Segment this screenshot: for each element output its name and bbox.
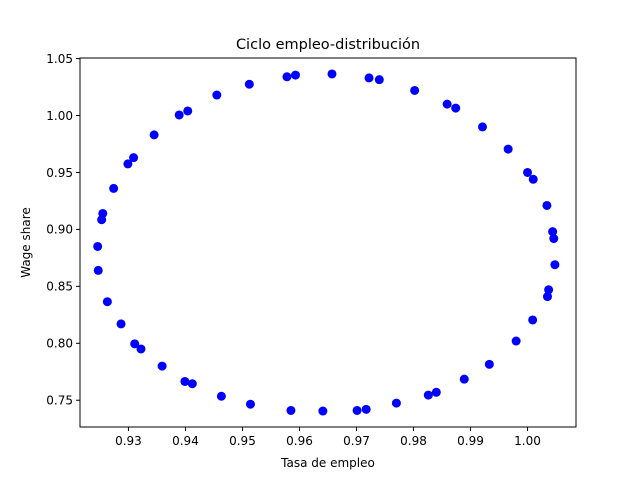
data-point	[364, 73, 374, 83]
data-point	[129, 153, 139, 163]
x-axis-label: Tasa de empleo	[280, 456, 375, 470]
y-tick-label: 0.80	[46, 337, 73, 351]
data-point	[130, 339, 140, 349]
data-point	[542, 200, 552, 210]
data-point	[442, 99, 452, 109]
data-point	[528, 174, 538, 184]
data-point	[423, 390, 433, 400]
data-point	[544, 285, 554, 295]
data-point	[291, 70, 300, 80]
data-point	[549, 234, 559, 244]
data-point	[484, 359, 494, 369]
x-tick-label: 0.97	[343, 434, 370, 448]
data-point	[523, 167, 533, 177]
data-point	[318, 406, 328, 416]
data-point	[361, 404, 371, 414]
x-tick-label: 0.94	[172, 434, 199, 448]
data-point	[391, 398, 401, 408]
data-point	[149, 130, 159, 140]
plot-area	[80, 58, 576, 427]
y-axis-label: Wage share	[19, 207, 33, 278]
plot-frame	[79, 57, 577, 428]
data-point	[180, 376, 190, 386]
data-point	[216, 391, 226, 401]
data-point	[511, 336, 521, 346]
data-points	[93, 69, 560, 416]
data-point	[327, 69, 337, 79]
data-point	[183, 106, 193, 116]
data-point	[245, 399, 255, 409]
y-tick-label: 0.75	[46, 394, 73, 408]
data-point	[212, 90, 222, 100]
data-point	[102, 297, 112, 307]
data-point	[431, 387, 441, 397]
x-tick-label: 0.96	[286, 434, 313, 448]
x-tick-label: 0.95	[229, 434, 256, 448]
data-point	[187, 379, 197, 389]
data-point	[109, 183, 119, 193]
data-point	[528, 315, 538, 325]
x-tick-label: 1.00	[514, 434, 541, 448]
y-tick-label: 0.85	[46, 280, 73, 294]
data-point	[136, 344, 146, 354]
data-point	[286, 405, 296, 415]
x-tick-label: 0.98	[400, 434, 427, 448]
y-tick-label: 1.05	[46, 52, 73, 66]
x-tick-label: 0.99	[457, 434, 484, 448]
data-point	[459, 374, 469, 384]
data-point	[93, 241, 103, 251]
data-point	[98, 208, 108, 218]
data-point	[451, 103, 461, 113]
data-point	[410, 85, 420, 95]
data-point	[93, 265, 103, 275]
x-tick-label: 0.93	[115, 434, 142, 448]
data-point	[550, 260, 560, 270]
data-point	[157, 361, 167, 371]
data-point	[174, 110, 184, 120]
y-tick-label: 1.00	[46, 109, 73, 123]
data-point	[503, 144, 513, 154]
data-point	[548, 227, 558, 237]
data-point	[352, 405, 362, 415]
data-point	[374, 75, 384, 85]
data-point	[478, 122, 487, 132]
data-point	[123, 159, 133, 169]
y-axis-ticks: 0.75 0.80 0.85 0.90 0.95 1.00 1.05	[46, 52, 80, 408]
data-point	[244, 79, 254, 89]
y-tick-label: 0.90	[46, 223, 73, 237]
data-point	[116, 319, 126, 329]
y-tick-label: 0.95	[46, 166, 73, 180]
data-point	[282, 72, 292, 82]
data-point	[542, 292, 552, 302]
x-axis-ticks: 0.93 0.94 0.95 0.96 0.97 0.98 0.99 1.00	[115, 427, 541, 448]
chart-title: Ciclo empleo-distribución	[236, 37, 420, 53]
